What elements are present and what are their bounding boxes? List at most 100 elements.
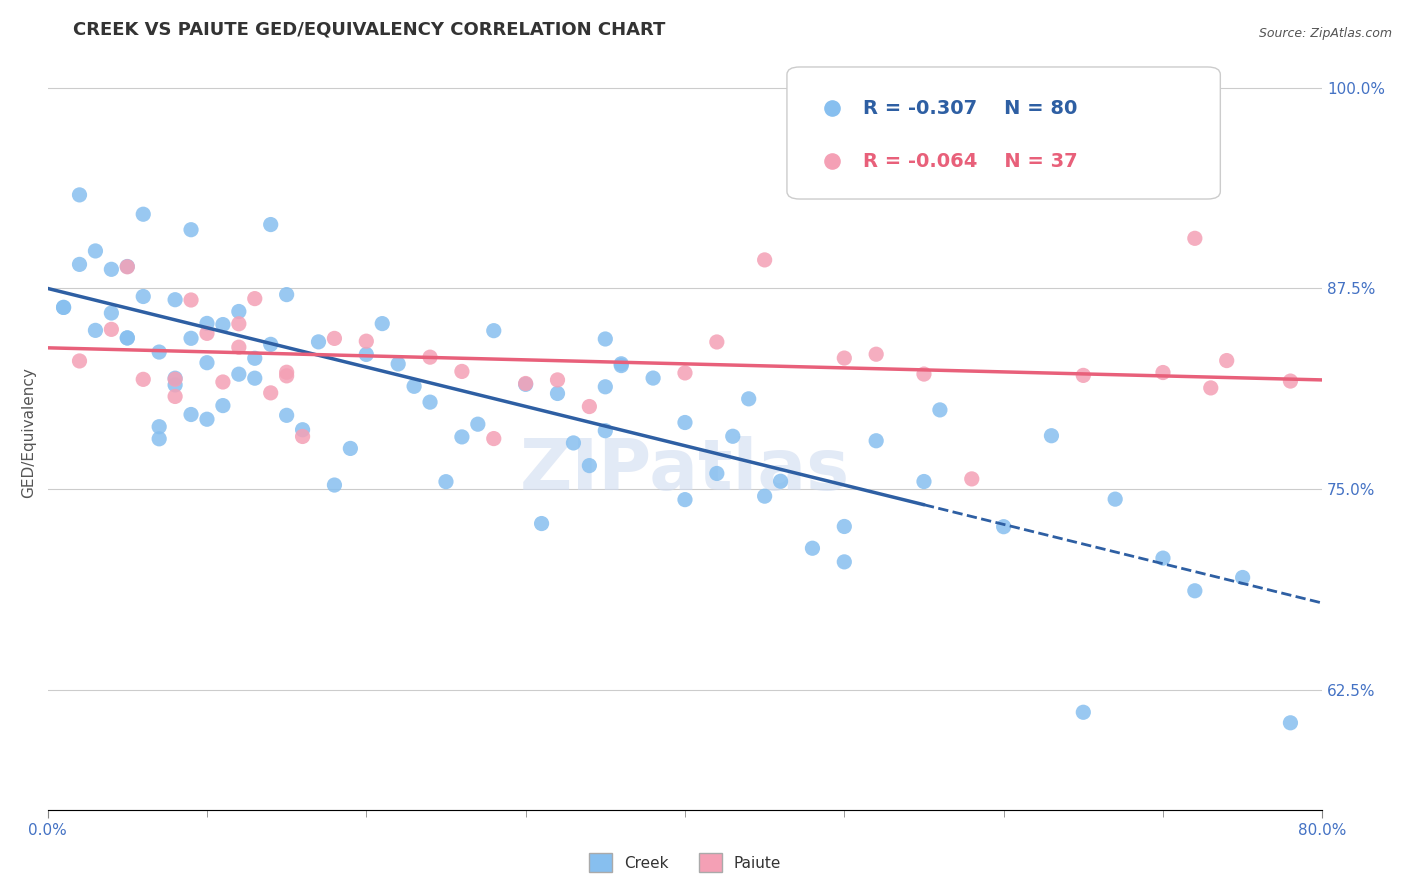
Creek — [132, 207, 155, 221]
Creek — [243, 351, 266, 366]
Creek — [404, 379, 426, 393]
Paiute — [1152, 366, 1174, 380]
Creek — [610, 357, 633, 371]
Text: ZIPatlas: ZIPatlas — [520, 436, 851, 505]
Creek — [834, 519, 856, 533]
Creek — [595, 332, 617, 346]
Creek — [595, 380, 617, 394]
Creek — [195, 412, 218, 426]
Creek — [323, 478, 346, 492]
Paiute — [1199, 381, 1222, 395]
Paiute — [228, 317, 250, 331]
Creek — [706, 467, 728, 481]
Paiute — [291, 429, 314, 443]
Creek — [195, 317, 218, 331]
Paiute — [276, 365, 298, 379]
Creek — [1104, 492, 1126, 507]
Creek — [117, 260, 139, 274]
Text: Source: ZipAtlas.com: Source: ZipAtlas.com — [1258, 27, 1392, 40]
Creek — [165, 293, 187, 307]
Creek — [100, 262, 122, 277]
Creek — [1040, 428, 1063, 442]
Creek — [148, 345, 170, 359]
Creek — [769, 475, 792, 489]
Creek — [912, 475, 935, 489]
Creek — [1071, 706, 1094, 720]
Paiute — [100, 322, 122, 336]
Paiute — [180, 293, 202, 307]
Paiute — [276, 368, 298, 383]
Creek — [371, 317, 394, 331]
Paiute — [1279, 374, 1302, 388]
Creek — [132, 289, 155, 303]
Paiute — [865, 347, 887, 361]
Creek — [865, 434, 887, 448]
Creek — [243, 371, 266, 385]
Paiute — [515, 376, 537, 391]
Creek — [308, 334, 330, 349]
Creek — [1184, 583, 1206, 598]
Paiute — [754, 252, 776, 267]
Creek — [1152, 551, 1174, 566]
Paiute — [834, 351, 856, 365]
FancyBboxPatch shape — [787, 67, 1220, 199]
Creek — [148, 432, 170, 446]
Creek — [754, 489, 776, 503]
Creek — [260, 218, 283, 232]
Legend: Creek, Paiute: Creek, Paiute — [582, 847, 787, 878]
Creek — [1279, 715, 1302, 730]
Paiute — [260, 385, 283, 400]
Point — [1017, 193, 1039, 207]
Creek — [673, 492, 696, 507]
Paiute — [706, 334, 728, 349]
Creek — [562, 436, 585, 450]
Creek — [212, 318, 235, 332]
Paiute — [419, 350, 441, 364]
Paiute — [165, 372, 187, 386]
Paiute — [195, 326, 218, 341]
Paiute — [547, 373, 569, 387]
Paiute — [165, 389, 187, 403]
Creek — [100, 306, 122, 320]
Creek — [595, 424, 617, 438]
Creek — [69, 187, 91, 202]
Creek — [228, 367, 250, 381]
Creek — [148, 419, 170, 434]
Creek — [738, 392, 761, 406]
Creek — [482, 324, 505, 338]
Creek — [547, 386, 569, 401]
Creek — [834, 555, 856, 569]
Creek — [117, 331, 139, 345]
Creek — [180, 408, 202, 422]
Creek — [356, 347, 378, 361]
Paiute — [960, 472, 983, 486]
Creek — [84, 244, 107, 258]
Creek — [993, 519, 1015, 533]
Paiute — [482, 432, 505, 446]
Creek — [69, 257, 91, 271]
Creek — [434, 475, 457, 489]
Creek — [276, 287, 298, 301]
Text: R = -0.064    N = 37: R = -0.064 N = 37 — [863, 152, 1078, 170]
Text: CREEK VS PAIUTE GED/EQUIVALENCY CORRELATION CHART: CREEK VS PAIUTE GED/EQUIVALENCY CORRELAT… — [73, 21, 665, 39]
Paiute — [1215, 353, 1237, 368]
Creek — [212, 399, 235, 413]
Creek — [291, 423, 314, 437]
Creek — [515, 377, 537, 392]
Creek — [228, 304, 250, 318]
Paiute — [912, 367, 935, 381]
Creek — [1232, 570, 1254, 584]
Creek — [180, 331, 202, 345]
Paiute — [578, 400, 600, 414]
Creek — [387, 357, 409, 371]
Creek — [165, 371, 187, 385]
Paiute — [673, 366, 696, 380]
Paiute — [69, 354, 91, 368]
Paiute — [1184, 231, 1206, 245]
Creek — [276, 409, 298, 423]
Creek — [165, 378, 187, 392]
Creek — [673, 416, 696, 430]
Paiute — [117, 260, 139, 274]
Creek — [117, 331, 139, 345]
Y-axis label: GED/Equivalency: GED/Equivalency — [21, 368, 35, 499]
